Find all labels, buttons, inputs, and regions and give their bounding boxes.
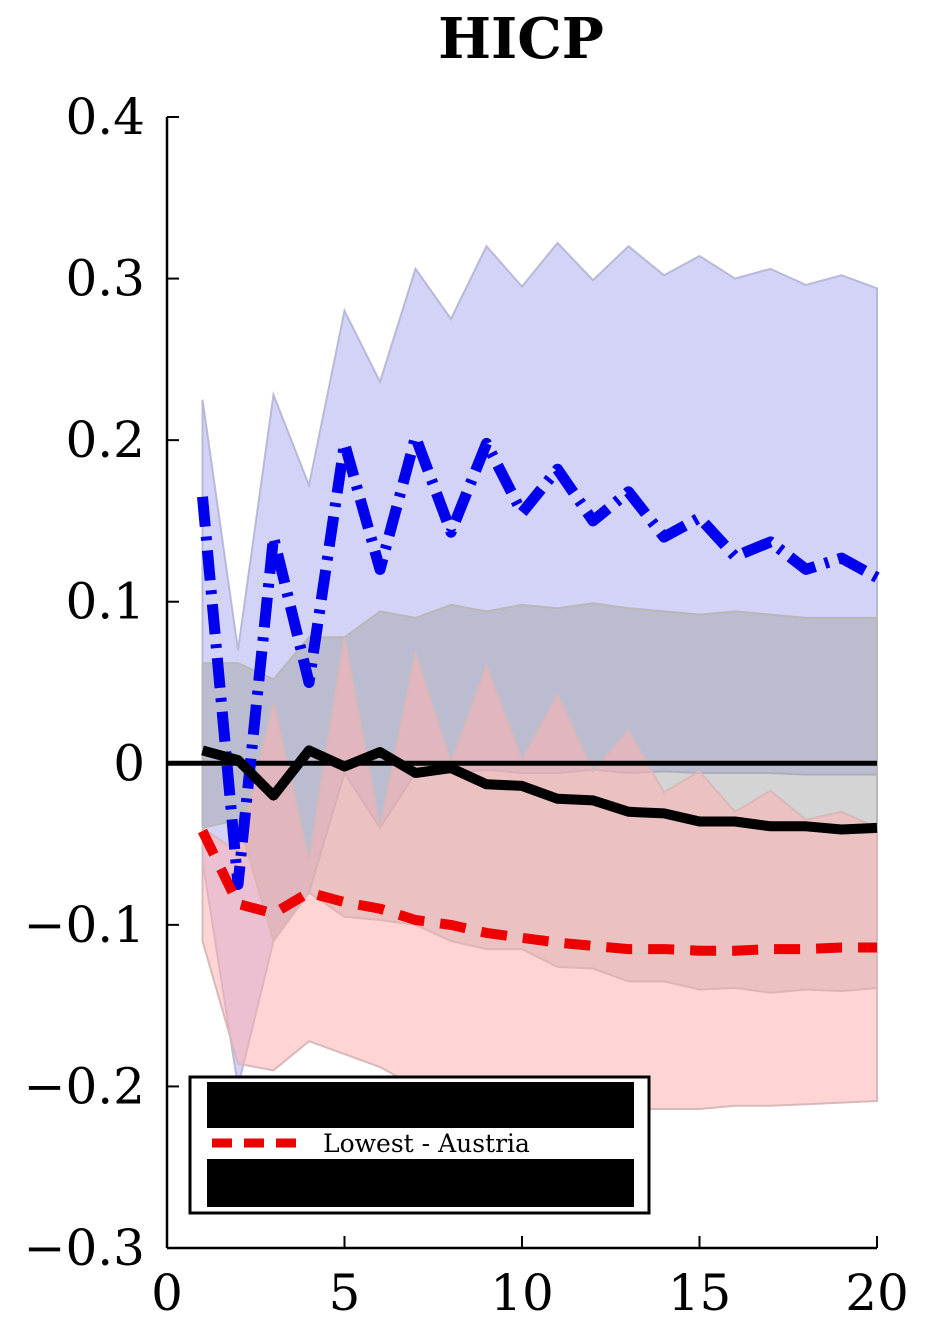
y-tick-label: −0.3 (24, 1219, 145, 1277)
y-tick-label: 0.3 (65, 250, 145, 308)
series-lines (197, 431, 880, 956)
legend: Lowest - Austria (188, 1075, 651, 1215)
y-tick-label: −0.1 (24, 896, 145, 954)
x-tick-label: 15 (668, 1264, 732, 1322)
y-tick-label: −0.2 (24, 1057, 145, 1115)
series-line-3 (198, 828, 877, 956)
y-tick-label: 0.2 (65, 411, 145, 469)
axes: −0.3 −0.2 −0.1 0 0.1 0.2 0.3 0.4 0 5 10 15 20 (24, 88, 909, 1322)
legend-entry-redacted-2 (207, 1159, 634, 1207)
x-tick-label: 10 (490, 1264, 554, 1322)
series-line-2 (201, 745, 878, 835)
y-tick-label: 0.1 (65, 573, 145, 631)
y-tick-label: 0.4 (65, 88, 145, 146)
x-tick-label: 5 (329, 1264, 361, 1322)
y-tick-label: 0 (113, 734, 145, 792)
x-tick-label: 20 (845, 1264, 909, 1322)
series-line-1 (197, 431, 880, 890)
confidence-bands (201, 241, 878, 1110)
x-tick-label: 0 (151, 1264, 183, 1322)
chart-title: HICP (438, 6, 604, 72)
legend-label-lowest-austria: Lowest - Austria (323, 1129, 530, 1158)
legend-entry-redacted-1 (207, 1082, 634, 1128)
